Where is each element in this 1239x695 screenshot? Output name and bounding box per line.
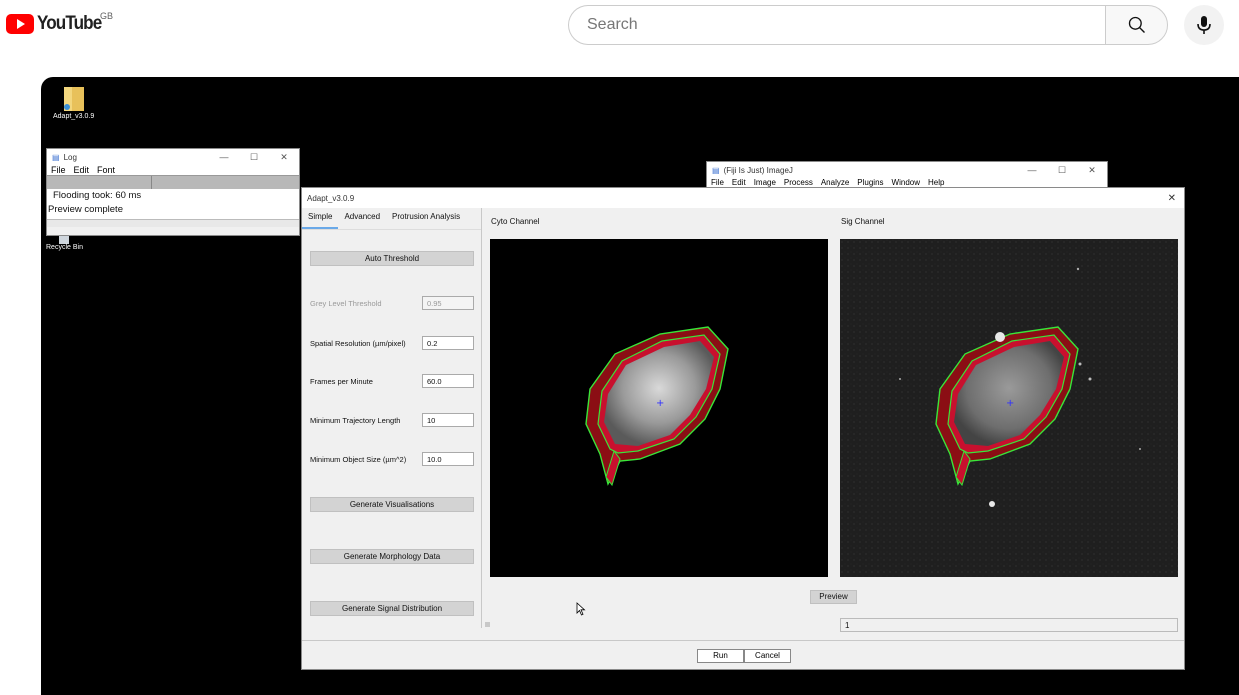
recycle-bin-icon [59,232,70,244]
menu-edit[interactable]: Edit [73,165,90,175]
cancel-button[interactable]: Cancel [744,649,791,663]
auto-threshold-button[interactable]: Auto Threshold [310,251,474,266]
menu-item[interactable]: Analyze [820,178,850,187]
close-icon[interactable]: ✕ [1167,192,1176,204]
menu-font[interactable]: Font [97,165,116,175]
log-menubar: File Edit Font [47,165,299,175]
window-title: (Fiji Is Just) ImageJ [723,165,793,175]
cyto-cell-image: + [585,326,729,487]
generate-signal-distribution-button[interactable]: Generate Signal Distribution [310,601,474,616]
sig-channel-label: Sig Channel [841,217,885,226]
frames-per-minute-input[interactable]: 60.0 [422,374,474,388]
search-input[interactable] [585,15,1089,35]
minimize-icon[interactable]: — [1027,164,1037,175]
menu-item[interactable]: Image [753,178,776,187]
field-label: Minimum Trajectory Length [310,416,401,425]
horizontal-scrollbar[interactable] [47,219,299,227]
field-label: Grey Level Threshold [310,299,382,308]
minimize-icon[interactable]: — [219,151,229,162]
run-button[interactable]: Run [697,649,744,663]
imagej-menubar: File Edit Image Process Analyze Plugins … [707,178,1107,187]
dialog-footer: Run Cancel [302,640,1184,670]
generate-visualisations-button[interactable]: Generate Visualisations [310,497,474,512]
imagej-titlebar: ▤ (Fiji Is Just) ImageJ — ☐ ✕ [707,162,1107,178]
log-header [47,175,299,189]
menu-item[interactable]: Help [928,178,945,187]
log-line: Flooding took: 60 ms [53,190,142,201]
grey-level-threshold-input: 0.95 [422,296,474,310]
field-label: Minimum Object Size (µm^2) [310,455,407,464]
menu-item[interactable]: Plugins [857,178,884,187]
youtube-logo[interactable]: YouTube [6,13,108,35]
search-icon [1128,16,1145,33]
tab-simple[interactable]: Simple [302,208,339,229]
field-label: Spatial Resolution (µm/pixel) [310,339,406,348]
log-titlebar: ▤ Log — ☐ ✕ [47,149,299,165]
tab-protrusion-analysis[interactable]: Protrusion Analysis [392,212,461,221]
menu-file[interactable]: File [51,165,66,175]
youtube-wordmark: YouTube [37,13,102,34]
field-label: Frames per Minute [310,377,373,386]
min-object-size-input[interactable]: 10.0 [422,452,474,466]
app-icon: ▤ [52,152,60,162]
youtube-play-icon [6,14,34,34]
close-icon[interactable]: ✕ [280,151,288,162]
menu-item[interactable]: Edit [731,178,746,187]
app-icon: ▤ [712,165,720,175]
search-button[interactable] [1105,5,1168,45]
menu-item[interactable]: File [711,178,724,187]
min-trajectory-length-input[interactable]: 10 [422,413,474,427]
svg-text:+: + [656,398,664,409]
maximize-icon[interactable]: ☐ [1057,164,1067,175]
country-code: GB [100,11,114,21]
menu-item[interactable]: Process [783,178,813,187]
cyto-channel-label: Cyto Channel [491,217,540,226]
close-icon[interactable]: ✕ [1088,164,1096,175]
folder-icon [63,87,84,111]
cursor-icon [576,602,586,616]
desktop-icon-label: Adapt_v3.0.9 [53,113,95,120]
sig-cell-image: + [840,239,1178,577]
microphone-icon [1197,16,1211,34]
cyto-channel-image[interactable]: + [490,239,828,577]
adapt-titlebar: Adapt_v3.0.9 ✕ [302,188,1184,208]
log-line: Preview complete [48,204,123,215]
frame-slider-value[interactable]: 1 [840,618,1178,632]
imagej-window: ▤ (Fiji Is Just) ImageJ — ☐ ✕ File Edit … [706,161,1108,191]
log-content: Flooding took: 60 ms Preview complete [47,189,299,219]
settings-panel: Simple Advanced Protrusion Analysis Auto… [302,208,482,628]
sig-channel-image[interactable]: + [840,239,1178,577]
slider-handle[interactable] [485,622,490,627]
tab-advanced[interactable]: Advanced [344,212,381,221]
spatial-resolution-input[interactable]: 0.2 [422,336,474,350]
svg-text:+: + [1006,398,1014,409]
maximize-icon[interactable]: ☐ [249,151,259,162]
desktop-icon-adapt[interactable]: Adapt_v3.0.9 [53,85,94,120]
adapt-window: Adapt_v3.0.9 ✕ Simple Advanced Protrusio… [301,187,1185,670]
tab-bar: Simple Advanced Protrusion Analysis [302,208,481,230]
window-title: Log [63,152,77,162]
desktop-icon-recycle-bin[interactable]: Recycle Bin [46,232,83,251]
generate-morphology-data-button[interactable]: Generate Morphology Data [310,549,474,564]
video-player[interactable]: Adapt_v3.0.9 Recycle Bin ▤ Log — ☐ ✕ Fil… [41,77,1239,695]
search-bar [568,5,1105,45]
menu-item[interactable]: Window [891,178,920,187]
window-title: Adapt_v3.0.9 [307,193,355,203]
log-window: ▤ Log — ☐ ✕ File Edit Font Flooding took… [46,148,300,236]
voice-search-button[interactable] [1184,5,1224,45]
desktop-icon-label: Recycle Bin [46,244,83,251]
preview-button[interactable]: Preview [810,590,857,604]
